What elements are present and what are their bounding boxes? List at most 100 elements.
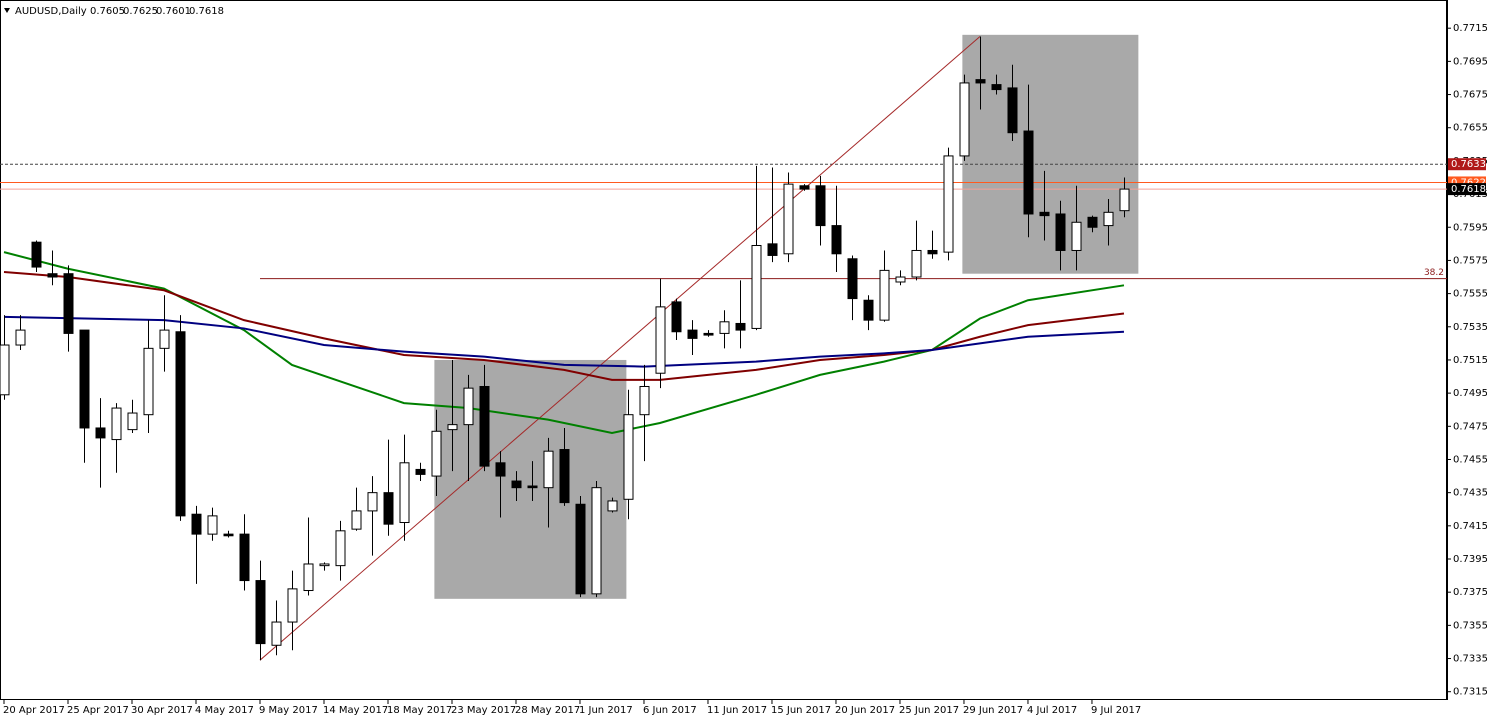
y-tick-label: 0.7655 [1453,123,1487,134]
x-tick-label: 6 Jun 2017 [643,705,697,716]
candle-body [703,332,714,336]
candle-body [591,487,602,595]
candle-body [255,580,266,645]
candle-body [399,462,410,524]
x-tick-label: 30 Apr 2017 [131,705,193,716]
y-tick-label: 0.7575 [1453,255,1487,266]
x-tick-label: 9 Jul 2017 [1091,705,1141,716]
candle-body [79,329,90,429]
candle-body [223,533,234,537]
candle-body [543,450,554,489]
price-label: 0.7633 [1451,159,1486,170]
x-tick-label: 28 May 2017 [515,705,580,716]
y-tick-label: 0.7495 [1453,388,1487,399]
candle-body [767,243,778,256]
candle-body [463,387,474,426]
candle-body [799,185,810,190]
candle-body [671,301,682,333]
candle-body [111,407,122,441]
menu-arrow [4,8,10,13]
candle-body [415,468,426,475]
candle-body [751,244,762,329]
candle-body [1023,130,1034,215]
y-tick-label: 0.7355 [1453,620,1487,631]
candle-body [319,563,330,567]
candle-body [431,430,442,477]
candle-body [1039,211,1050,217]
x-tick-label: 25 Jun 2017 [899,705,959,716]
y-tick-label: 0.7695 [1453,56,1487,67]
price-label-box [1448,158,1486,171]
moving-average [3,271,1125,381]
price-label: 0.7622 [1451,177,1486,188]
candle-body [639,385,650,416]
candle-body [1055,213,1066,251]
x-tick-label: 23 May 2017 [451,705,516,716]
x-tick-label: 25 Apr 2017 [67,705,129,716]
x-tick-label: 14 May 2017 [323,705,388,716]
candle-body [1119,188,1130,212]
candle-body [1071,221,1082,251]
candle-body [815,185,826,227]
candle-body [335,530,346,567]
candle-body [127,412,138,431]
zone [962,34,1139,274]
y-tick-label: 0.7415 [1453,521,1487,532]
y-tick-label: 0.7315 [1453,687,1487,698]
candle-body [575,503,586,595]
y-tick-label: 0.7555 [1453,289,1487,300]
candle-body [47,273,58,278]
y-tick-label: 0.7395 [1453,554,1487,565]
fib-label: 38.2 [1424,268,1444,278]
price-label: 0.7618 [1451,184,1486,195]
candle-body [655,306,666,374]
candle-body [831,225,842,255]
y-tick-label: 0.7335 [1453,654,1487,665]
y-tick-label: 0.7375 [1453,587,1487,598]
candle-body [287,588,298,623]
ohlc-low: 0.7601 [156,6,191,17]
candle-body [95,427,106,439]
candle-body [1007,87,1018,134]
candle-body [175,331,186,517]
candle-body [495,462,506,477]
candle-body [367,492,378,512]
candle-body [31,241,42,268]
x-tick-label: 11 Jun 2017 [707,705,767,716]
candle-body [63,273,74,334]
candle-body [911,249,922,278]
candle-body [959,82,970,157]
price-label-box [1448,183,1486,196]
candle-body [447,424,458,431]
mid-layer [3,36,1125,661]
candle-body [879,269,890,321]
candle-body [895,276,906,283]
x-tick-label: 9 May 2017 [259,705,318,716]
candle-body [0,344,10,396]
y-tick-label: 0.7475 [1453,421,1487,432]
x-tick-label: 29 Jun 2017 [963,705,1023,716]
y-tick-label: 0.7455 [1453,454,1487,465]
candle-body [159,329,170,349]
candle-body [607,500,618,512]
x-tick-label: 15 Jun 2017 [771,705,831,716]
ohlc-open: 0.7605 [90,6,125,17]
x-tick-label: 4 May 2017 [195,705,254,716]
candle-body [191,513,202,535]
candle-body [271,621,282,646]
candle-body [847,258,858,300]
candle-body [559,449,570,504]
candle-body [735,322,746,331]
candle-body [383,492,394,525]
x-tick-label: 4 Jul 2017 [1027,705,1077,716]
candle-body [479,385,490,467]
y-tick-label: 0.7435 [1453,488,1487,499]
y-tick-label: 0.7515 [1453,355,1487,366]
candle-body [687,329,698,339]
back-layer [0,0,1451,704]
ohlc-close: 0.7618 [189,6,224,17]
moving-average [3,315,1125,368]
y-tick-label: 0.7715 [1453,23,1487,34]
